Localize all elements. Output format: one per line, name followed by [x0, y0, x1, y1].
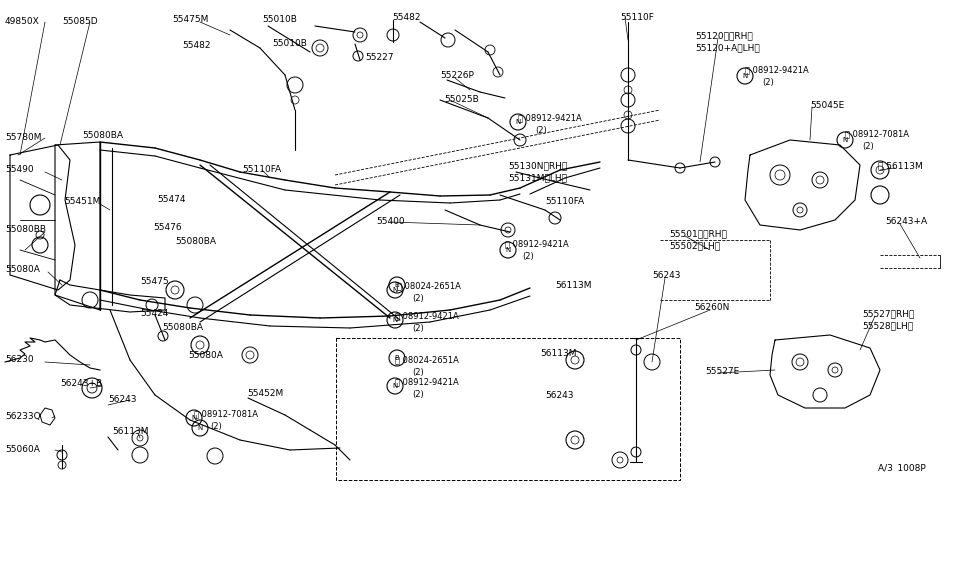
Text: 56113M: 56113M: [555, 281, 592, 290]
Text: Ⓝ 08912-9421A: Ⓝ 08912-9421A: [395, 378, 459, 387]
Text: 55025B: 55025B: [444, 96, 479, 105]
Text: 55080BA: 55080BA: [82, 131, 123, 140]
Text: N: N: [191, 415, 197, 421]
Text: 55474: 55474: [157, 195, 185, 204]
Text: Ⓑ 08024-2651A: Ⓑ 08024-2651A: [395, 355, 459, 365]
Text: N: N: [516, 119, 521, 125]
Text: 55110FA: 55110FA: [242, 165, 281, 174]
Text: 55045E: 55045E: [810, 101, 844, 109]
Text: 55085D: 55085D: [62, 18, 98, 27]
Text: 56243: 56243: [652, 272, 681, 281]
Text: (2): (2): [412, 367, 424, 376]
Text: (2): (2): [522, 251, 533, 260]
Text: Ⓝ 08912-7081A: Ⓝ 08912-7081A: [845, 130, 909, 139]
Text: 55475: 55475: [140, 277, 169, 286]
Text: 56113M: 56113M: [112, 427, 148, 436]
Text: 55227: 55227: [365, 54, 394, 62]
Text: Ⓑ 08024-2651A: Ⓑ 08024-2651A: [397, 281, 461, 290]
Text: 55451M: 55451M: [64, 198, 100, 207]
Text: 55110FA: 55110FA: [545, 198, 584, 207]
Text: Ⓝ 08912-9421A: Ⓝ 08912-9421A: [395, 311, 459, 320]
Text: Ⓗ 56113M: Ⓗ 56113M: [878, 161, 922, 170]
Text: 55226P: 55226P: [440, 71, 474, 80]
Text: B: B: [395, 355, 400, 361]
Text: 55528（LH）: 55528（LH）: [862, 321, 914, 331]
Text: Ⓝ 08912-9421A: Ⓝ 08912-9421A: [745, 66, 808, 75]
Text: N: N: [197, 425, 203, 431]
Text: 55527（RH）: 55527（RH）: [862, 310, 915, 319]
Text: (2): (2): [210, 422, 221, 431]
Text: (2): (2): [412, 294, 424, 302]
Text: (2): (2): [412, 389, 424, 398]
Text: 55502（LH）: 55502（LH）: [669, 242, 721, 251]
Text: 55476: 55476: [153, 224, 181, 233]
Text: 55010B: 55010B: [262, 15, 296, 24]
Text: N: N: [742, 73, 748, 79]
Text: (2): (2): [535, 126, 547, 135]
Text: 55452M: 55452M: [247, 389, 284, 398]
Text: (2): (2): [862, 142, 874, 151]
Text: 49850X: 49850X: [5, 18, 40, 27]
Text: 56260N: 56260N: [694, 303, 729, 312]
Text: 55527E: 55527E: [705, 367, 739, 376]
Text: 55060A: 55060A: [5, 445, 40, 454]
Text: B: B: [395, 282, 400, 288]
Text: 56243: 56243: [108, 396, 136, 405]
Text: 55110F: 55110F: [620, 14, 654, 23]
Text: 56233Q: 56233Q: [5, 411, 41, 421]
Text: 55080A: 55080A: [188, 351, 223, 361]
Text: 55780M: 55780M: [5, 134, 42, 143]
Text: 55482: 55482: [392, 14, 420, 23]
Text: 55424: 55424: [140, 310, 169, 319]
Text: N: N: [392, 383, 398, 389]
Text: 55475M: 55475M: [172, 15, 209, 24]
Text: 55482: 55482: [182, 41, 211, 50]
Text: (2): (2): [762, 78, 774, 87]
Text: 56113M: 56113M: [540, 349, 576, 358]
Text: Ⓝ 08912-9421A: Ⓝ 08912-9421A: [505, 239, 568, 248]
Text: 55490: 55490: [5, 165, 33, 174]
Text: 55080BB: 55080BB: [5, 225, 46, 234]
Text: 55400: 55400: [376, 217, 405, 226]
Text: 55501　（RH）: 55501 （RH）: [669, 229, 727, 238]
Text: 55080A: 55080A: [5, 265, 40, 275]
Text: 55010B: 55010B: [272, 40, 307, 49]
Text: 55131M（LH）: 55131M（LH）: [508, 174, 567, 182]
Text: N: N: [505, 247, 511, 253]
Text: 55120　（RH）: 55120 （RH）: [695, 32, 753, 41]
Text: Ⓝ 08912-9421A: Ⓝ 08912-9421A: [518, 114, 582, 122]
Text: 56243: 56243: [545, 392, 573, 401]
Text: 56243+B: 56243+B: [60, 379, 102, 388]
Text: N: N: [392, 287, 398, 293]
Text: A/3 1008P: A/3 1008P: [878, 464, 925, 473]
Text: N: N: [842, 137, 847, 143]
Text: 55080BA: 55080BA: [175, 238, 216, 247]
Text: 56243+A: 56243+A: [885, 217, 927, 226]
Text: Ⓝ 08912-7081A: Ⓝ 08912-7081A: [194, 409, 258, 418]
Text: 55130N（RH）: 55130N（RH）: [508, 161, 567, 170]
Text: (2): (2): [412, 324, 424, 332]
Text: 55120+A（LH）: 55120+A（LH）: [695, 44, 760, 53]
Text: N: N: [392, 317, 398, 323]
Text: 55080BA: 55080BA: [162, 324, 203, 332]
Text: 56230: 56230: [5, 355, 33, 365]
